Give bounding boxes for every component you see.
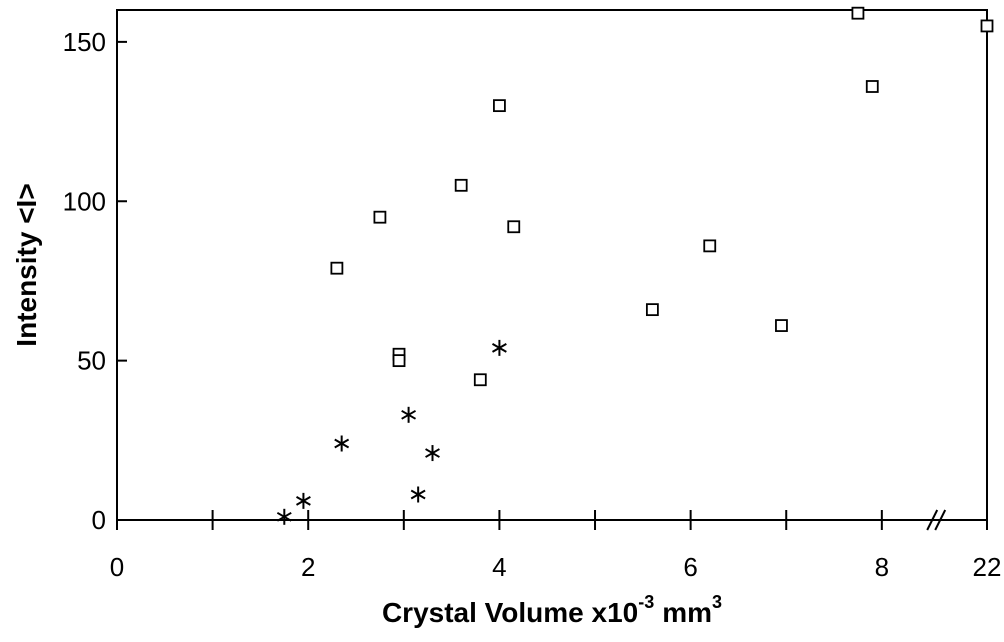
y-tick-label: 0 xyxy=(92,505,106,535)
square-data-point xyxy=(330,261,344,275)
data-points xyxy=(276,6,994,525)
square-data-point xyxy=(980,19,994,33)
square-data-point xyxy=(703,239,717,253)
asterisk-data-point xyxy=(401,406,417,423)
y-tick-label: 150 xyxy=(63,27,106,57)
square-data-point xyxy=(507,220,521,234)
asterisk-data-point xyxy=(491,339,507,356)
square-data-point xyxy=(454,178,468,192)
square-data-point xyxy=(865,80,879,93)
x-axis-title-unit: mm xyxy=(662,597,712,628)
y-axis-title: Intensity <I> xyxy=(11,183,42,346)
square-data-point xyxy=(493,99,506,113)
square-data-point xyxy=(392,354,406,368)
square-data-point xyxy=(645,303,659,317)
square-data-point xyxy=(473,373,487,387)
x-axis-title-exponent: -3 xyxy=(638,592,654,612)
x-tick-label: 22 xyxy=(973,552,1002,582)
x-tick-label: 0 xyxy=(110,552,124,582)
asterisk-data-point xyxy=(276,508,292,525)
y-axis-ticks: 0 50 100 150 xyxy=(63,27,127,535)
y-tick-label: 100 xyxy=(63,186,106,216)
asterisk-data-point xyxy=(410,486,426,503)
x-axis-title-main: Crystal Volume x10 xyxy=(382,597,638,628)
square-data-point xyxy=(851,6,865,20)
axis-break xyxy=(926,509,947,531)
x-tick-label: 6 xyxy=(683,552,697,582)
x-axis-title-unit-exponent: 3 xyxy=(712,592,722,612)
x-axis-title: Crystal Volume x10-3 mm3 xyxy=(382,592,722,628)
asterisk-data-point xyxy=(334,435,350,452)
axis-break-slash xyxy=(926,509,939,531)
asterisk-data-point xyxy=(296,492,311,509)
axis-break-slash xyxy=(934,509,947,531)
plot-frame xyxy=(116,9,988,521)
y-tick-label: 50 xyxy=(77,346,106,376)
x-axis-ticks: 0 2 4 6 8 22 xyxy=(110,510,1002,582)
x-tick-label: 8 xyxy=(875,552,889,582)
x-tick-label: 2 xyxy=(301,552,315,582)
square-data-point xyxy=(373,210,387,224)
asterisk-data-point xyxy=(425,445,440,462)
square-data-point xyxy=(775,319,788,332)
x-tick-label: 4 xyxy=(492,552,506,582)
